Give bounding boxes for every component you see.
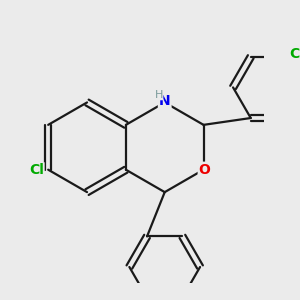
Text: Cl: Cl [289,47,300,61]
Text: H: H [154,90,163,100]
Text: N: N [159,94,170,108]
Text: Cl: Cl [29,163,44,177]
Text: O: O [199,163,211,177]
